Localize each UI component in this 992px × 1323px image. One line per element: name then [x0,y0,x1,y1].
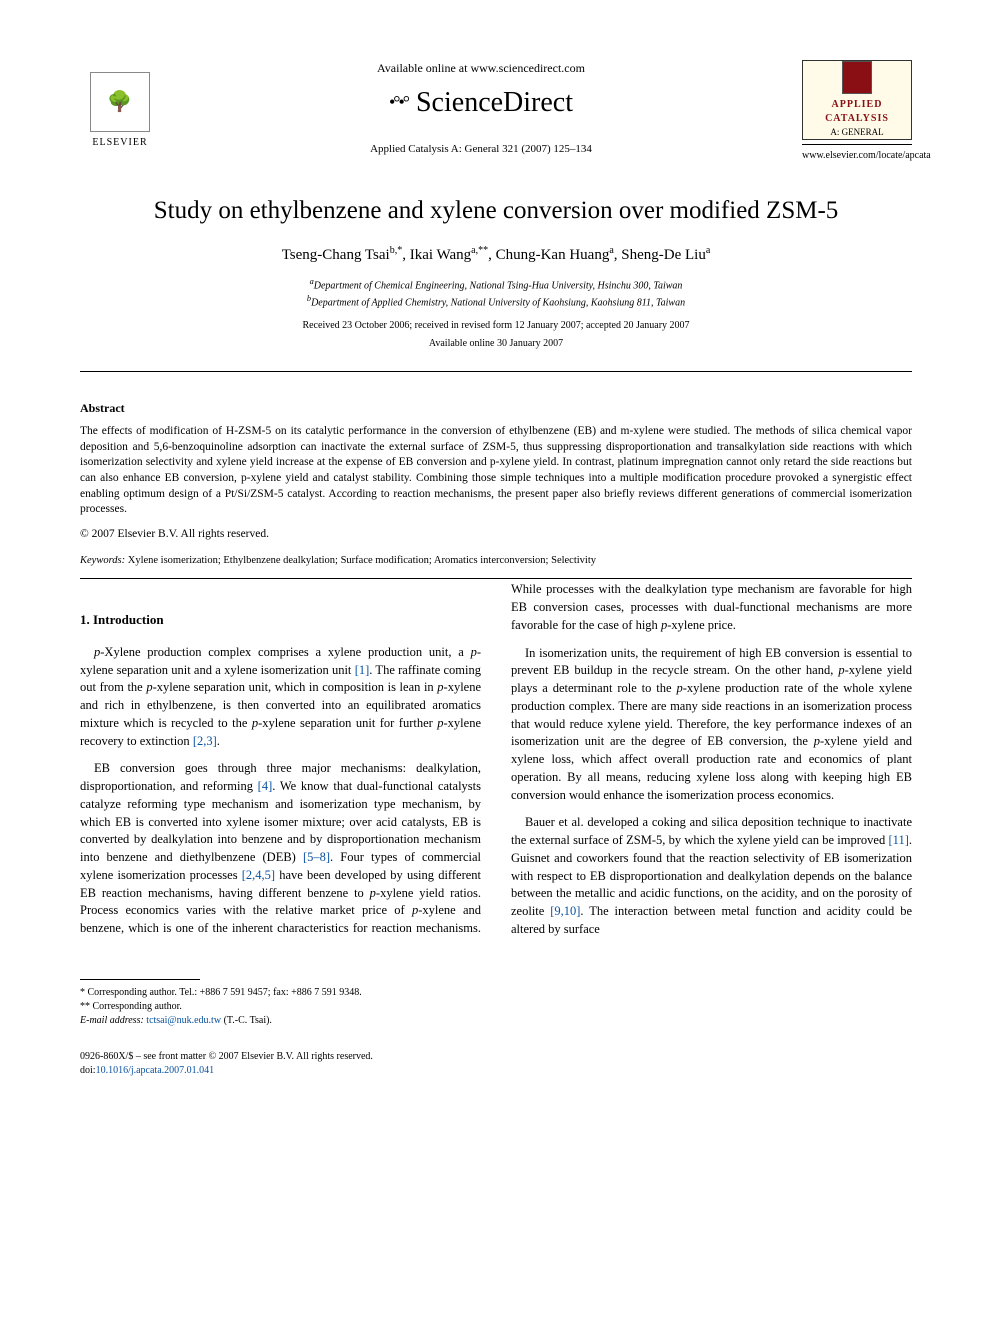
article-title: Study on ethylbenzene and xylene convers… [80,193,912,228]
keywords-line: Keywords: Xylene isomerization; Ethylben… [80,554,912,569]
affiliation-b-text: Department of Applied Chemistry, Nationa… [311,298,685,309]
ref-1[interactable]: [1] [355,663,370,677]
p1-t1: -Xylene production complex comprises a x… [100,645,470,659]
abstract-rule-bottom [80,578,912,579]
ref-4[interactable]: [4] [258,779,273,793]
elsevier-label: ELSEVIER [92,136,147,150]
author-1: Tseng-Chang Tsai [282,247,390,263]
footer-doi: doi:10.1016/j.apcata.2007.01.041 [80,1064,912,1078]
ref-5-8[interactable]: [5–8] [303,850,330,864]
author-3-aff: a [609,245,613,256]
p1-t4: -xylene separation unit, which in compos… [153,680,438,694]
affiliation-a: aDepartment of Chemical Engineering, Nat… [80,276,912,293]
author-4-aff: a [706,245,710,256]
section-1-heading: 1. Introduction [80,611,481,629]
journal-reference: Applied Catalysis A: General 321 (2007) … [180,142,782,157]
elsevier-tree-icon: 🌳 [90,72,150,132]
footnotes: * Corresponding author. Tel.: +886 7 591… [80,986,912,1028]
received-dates: Received 23 October 2006; received in re… [80,319,912,333]
author-3: Chung-Kan Huang [496,247,610,263]
affiliations: aDepartment of Chemical Engineering, Nat… [80,276,912,311]
journal-badge-icon [842,61,872,94]
ref-2-3[interactable]: [2,3] [193,734,217,748]
footer-block: 0926-860X/$ – see front matter © 2007 El… [80,1050,912,1078]
author-4: Sheng-De Liu [621,247,706,263]
keywords-label: Keywords: [80,555,125,566]
p2-t7: -xylene price. [667,618,736,632]
journal-url: www.elsevier.com/locate/apcata [802,149,912,163]
online-date: Available online 30 January 2007 [80,337,912,351]
journal-name-2: CATALYSIS [825,112,889,126]
intro-p1: p-Xylene production complex comprises a … [80,644,481,751]
p1-t8: . [217,734,220,748]
journal-badge: APPLIED CATALYSIS A: GENERAL [802,60,912,140]
abstract-copyright: © 2007 Elsevier B.V. All rights reserved… [80,526,912,542]
header-rule [802,144,912,145]
ref-2-4-5[interactable]: [2,4,5] [242,868,275,882]
authors-line: Tseng-Chang Tsaib,*, Ikai Wanga,**, Chun… [80,244,912,266]
footnote-separator [80,979,200,980]
page-header: 🌳 ELSEVIER Available online at www.scien… [80,60,912,163]
footnote-email: E-mail address: tctsai@nuk.edu.tw (T.-C.… [80,1014,912,1028]
sciencedirect-text: ScienceDirect [416,83,573,122]
affiliation-a-text: Department of Chemical Engineering, Nati… [314,280,683,291]
elsevier-logo: 🌳 ELSEVIER [80,60,160,150]
affiliation-b: bDepartment of Applied Chemistry, Nation… [80,293,912,310]
doi-label: doi: [80,1065,96,1076]
doi-link[interactable]: 10.1016/j.apcata.2007.01.041 [96,1065,215,1076]
center-header: Available online at www.sciencedirect.co… [160,60,802,157]
footnote-corresponding-2: ** Corresponding author. [80,1000,912,1014]
sciencedirect-brand: •°•° ScienceDirect [180,83,782,122]
p1-t6: -xylene separation unit for further [258,716,437,730]
intro-p4: Bauer et al. developed a coking and sili… [511,814,912,938]
email-tail: (T.-C. Tsai). [221,1015,272,1026]
ref-9-10[interactable]: [9,10] [550,904,580,918]
journal-name-3: A: GENERAL [830,126,883,139]
keywords-text: Xylene isomerization; Ethylbenzene dealk… [125,555,596,566]
sciencedirect-icon: •°•° [389,90,408,115]
abstract-heading: Abstract [80,400,912,417]
p4-t1: Bauer et al. developed a coking and sili… [511,815,912,847]
abstract-section: Abstract The effects of modification of … [80,400,912,542]
abstract-rule-top [80,371,912,372]
email-link[interactable]: tctsai@nuk.edu.tw [146,1015,221,1026]
journal-logo-block: APPLIED CATALYSIS A: GENERAL www.elsevie… [802,60,912,163]
body-columns: 1. Introduction p-Xylene production comp… [80,581,912,943]
footnote-corresponding-1: * Corresponding author. Tel.: +886 7 591… [80,986,912,1000]
ref-11[interactable]: [11] [889,833,909,847]
author-1-aff: b,* [390,245,403,256]
email-label: E-mail address: [80,1015,144,1026]
journal-name-1: APPLIED [832,98,883,112]
footer-copyright: 0926-860X/$ – see front matter © 2007 El… [80,1050,912,1064]
abstract-text: The effects of modification of H-ZSM-5 o… [80,424,912,517]
author-2: Ikai Wang [410,247,471,263]
available-online-text: Available online at www.sciencedirect.co… [180,60,782,77]
author-2-aff: a,** [471,245,488,256]
intro-p3: In isomerization units, the requirement … [511,645,912,805]
